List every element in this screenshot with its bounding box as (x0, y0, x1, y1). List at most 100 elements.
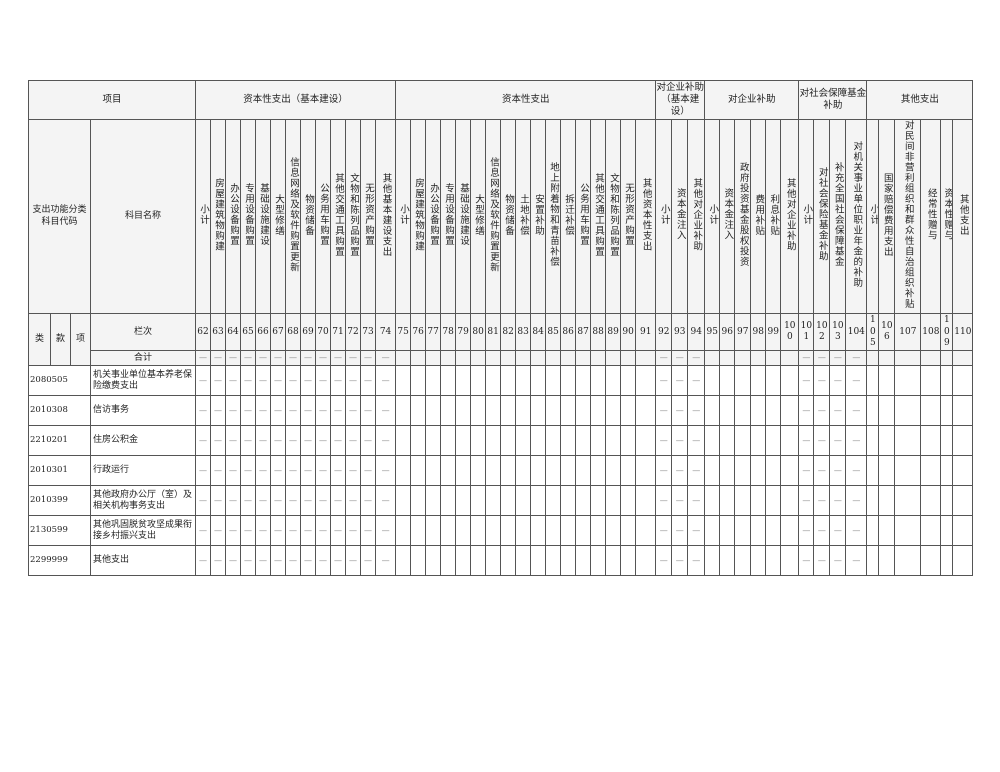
column-label: 房屋建筑物购建 (410, 118, 427, 315)
budget-expenditure-table: 项目 资本性支出（基本建设） 资本性支出 对企业补助（基本建设） 对企业补助 对社会保障… (27, 80, 974, 577)
value-cell (470, 545, 487, 577)
value-cell (455, 545, 472, 577)
value-cell: — (360, 485, 377, 517)
total-cell: — (330, 350, 347, 367)
total-cell: — (210, 350, 227, 367)
value-cell: — (345, 485, 362, 517)
total-cell (425, 350, 442, 367)
group-header: 对企业补助（基本建设） (655, 80, 706, 120)
total-cell (635, 350, 657, 367)
value-cell (530, 455, 547, 487)
value-cell: — (813, 365, 831, 397)
value-cell (560, 545, 577, 577)
column-number: 108 (920, 313, 942, 352)
value-cell (704, 545, 721, 577)
column-label-text: 资本性赠与 (942, 188, 953, 241)
value-cell (866, 455, 880, 487)
value-cell: — (210, 425, 227, 457)
xiang-header: 项 (70, 313, 91, 367)
value-cell (440, 485, 457, 517)
value-cell (866, 485, 880, 517)
value-cell: — (687, 545, 706, 577)
value-cell: — (845, 515, 868, 547)
value-cell (560, 395, 577, 427)
column-label-text: 文物和陈列品购置 (608, 172, 620, 257)
value-cell (719, 485, 736, 517)
total-cell (940, 350, 954, 367)
value-cell: — (240, 425, 257, 457)
column-label: 大型修缮 (470, 118, 487, 315)
column-label-text: 小计 (868, 204, 879, 225)
value-cell (940, 485, 954, 517)
column-label: 公务用车购置 (575, 118, 592, 315)
column-label-text: 其他对企业补助 (784, 177, 796, 252)
value-cell (765, 365, 782, 397)
column-number: 102 (813, 313, 831, 352)
value-cell (530, 365, 547, 397)
subject-code: 2299999 (28, 545, 91, 577)
value-cell (750, 455, 767, 487)
value-cell (575, 545, 592, 577)
total-cell (750, 350, 767, 367)
value-cell (425, 515, 442, 547)
value-cell (719, 455, 736, 487)
column-label-text: 房屋建筑物购建 (413, 177, 425, 252)
value-cell: — (195, 365, 212, 397)
column-number: 82 (500, 313, 517, 352)
value-cell: — (285, 395, 302, 427)
column-number: 81 (485, 313, 502, 352)
column-label: 资本性赠与 (940, 118, 954, 315)
column-label: 大型修缮 (270, 118, 287, 315)
column-label-text: 其他对企业补助 (691, 177, 703, 252)
total-cell (920, 350, 942, 367)
value-cell (704, 515, 721, 547)
total-cell: — (360, 350, 377, 367)
value-cell (575, 365, 592, 397)
column-label: 公务用车购置 (315, 118, 332, 315)
column-number: 72 (345, 313, 362, 352)
column-label-text: 其他交通工具购置 (332, 172, 344, 257)
column-number: 100 (780, 313, 800, 352)
value-cell: — (671, 365, 689, 397)
value-cell: — (270, 365, 287, 397)
column-label: 拆迁补偿 (560, 118, 577, 315)
column-label-text: 小计 (197, 204, 209, 225)
value-cell (395, 395, 412, 427)
column-number: 103 (829, 313, 847, 352)
value-cell (704, 485, 721, 517)
column-label-text: 对社会保险基金补助 (816, 167, 828, 262)
value-cell: — (315, 515, 332, 547)
column-label-text: 物资储备 (302, 193, 314, 236)
column-number: 92 (655, 313, 673, 352)
column-label: 办公设备购置 (425, 118, 442, 315)
column-number: 83 (515, 313, 532, 352)
value-cell (410, 365, 427, 397)
value-cell (866, 425, 880, 457)
column-label-text: 专用设备购置 (443, 183, 455, 246)
total-cell: — (345, 350, 362, 367)
column-label: 其他资本性支出 (635, 118, 657, 315)
column-label-text: 其他基本建设支出 (380, 172, 392, 257)
column-number: 70 (315, 313, 332, 352)
column-number: 66 (255, 313, 272, 352)
value-cell: — (829, 425, 847, 457)
value-cell: — (845, 485, 868, 517)
column-label-text: 无形资产购置 (362, 183, 374, 246)
value-cell: — (300, 425, 317, 457)
value-cell (734, 485, 752, 517)
value-cell: — (845, 395, 868, 427)
value-cell (878, 485, 896, 517)
value-cell (878, 425, 896, 457)
value-cell (425, 455, 442, 487)
value-cell: — (240, 365, 257, 397)
value-cell (455, 455, 472, 487)
value-cell (765, 395, 782, 427)
value-cell (440, 365, 457, 397)
value-cell: — (829, 455, 847, 487)
value-cell (635, 485, 657, 517)
value-cell: — (375, 515, 397, 547)
value-cell: — (330, 515, 347, 547)
total-cell (530, 350, 547, 367)
total-cell (605, 350, 622, 367)
value-cell (866, 545, 880, 577)
